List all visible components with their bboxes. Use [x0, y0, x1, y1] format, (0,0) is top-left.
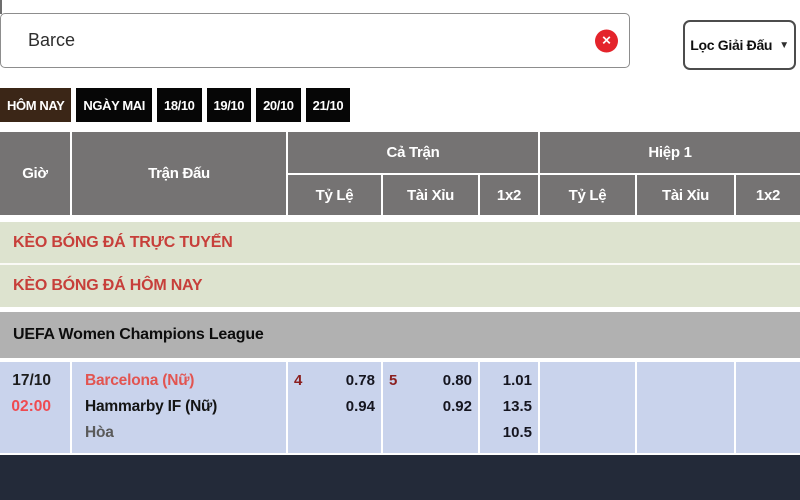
col-header-ft-1x2: 1x2 — [480, 175, 540, 215]
tab-today[interactable]: HÔM NAY — [0, 88, 72, 122]
date-tab-bar: HÔM NAY NGÀY MAI 18/10 19/10 20/10 21/10 — [0, 88, 800, 122]
ft-handicap-home-odds[interactable]: 0.78 — [345, 372, 375, 389]
col-header-first-half: Hiệp 1 — [540, 132, 800, 175]
match-time-cell: 17/10 02:00 — [0, 362, 72, 453]
ft-under-odds[interactable]: 0.92 — [442, 398, 472, 415]
section-link-label: KÈO BÓNG ĐÁ TRỰC TUYẾN — [13, 233, 233, 251]
ft-handicap-cell: 4 0.78 0.94 — [288, 362, 383, 453]
col-header-match: Trận Đấu — [72, 132, 288, 215]
col-header-h1-1x2: 1x2 — [755, 186, 781, 204]
h1-overunder-cell — [637, 362, 736, 453]
draw-label: Hòa — [85, 424, 114, 441]
match-teams-cell: Barcelona (Nữ) Hammarby IF (Nữ) Hòa — [72, 362, 288, 453]
col-header-h1-overunder: Tài Xỉu — [637, 175, 736, 215]
container-edge — [0, 0, 2, 14]
section-link-today-odds[interactable]: KÈO BÓNG ĐÁ HÔM NAY — [0, 265, 800, 307]
search-input[interactable] — [1, 14, 629, 67]
col-header-full-time: Cả Trận — [288, 132, 540, 175]
col-header-h1-handicap: Tỷ Lệ — [540, 175, 637, 215]
league-name: UEFA Women Champions League — [13, 326, 264, 343]
h1-1x2-cell — [736, 362, 800, 453]
tab-21-10[interactable]: 21/10 — [305, 88, 351, 122]
footer-bar — [0, 455, 800, 500]
circle-x-icon: ✕ — [601, 33, 612, 47]
ft-handicap-away-odds[interactable]: 0.94 — [345, 398, 375, 415]
home-team-name: Barcelona (Nữ) — [85, 372, 195, 389]
chevron-down-icon: ▼ — [779, 39, 789, 51]
clear-search-button[interactable]: ✕ — [595, 29, 618, 52]
league-filter-dropdown[interactable]: Lọc Giải Đấu ▼ — [683, 20, 796, 70]
section-link-label: KÈO BÓNG ĐÁ HÔM NAY — [13, 277, 203, 294]
tab-19-10[interactable]: 19/10 — [206, 88, 252, 122]
match-row: 17/10 02:00 Barcelona (Nữ) Hammarby IF (… — [0, 362, 800, 453]
ft-overunder-cell: 5 0.80 0.92 — [383, 362, 480, 453]
ft-1x2-cell: 1.01 13.5 10.5 — [480, 362, 540, 453]
tab-tomorrow[interactable]: NGÀY MAI — [76, 88, 152, 122]
ft-1x2-home-odds[interactable]: 1.01 — [502, 372, 532, 389]
search-toolbar: ✕ Lọc Giải Đấu ▼ — [0, 0, 800, 88]
league-header[interactable]: UEFA Women Champions League — [0, 312, 800, 358]
col-header-ft-handicap: Tỷ Lệ — [288, 175, 383, 215]
ft-handicap-line: 4 — [294, 372, 303, 389]
filter-label: Lọc Giải Đấu — [690, 37, 773, 53]
search-box: ✕ — [0, 13, 630, 68]
ft-1x2-away-odds[interactable]: 13.5 — [502, 398, 532, 415]
ft-ou-line: 5 — [389, 372, 398, 389]
h1-handicap-cell — [540, 362, 637, 453]
away-team-name: Hammarby IF (Nữ) — [85, 398, 218, 415]
match-date: 17/10 — [12, 372, 51, 389]
match-kickoff-time: 02:00 — [11, 398, 51, 415]
section-link-live-odds[interactable]: KÈO BÓNG ĐÁ TRỰC TUYẾN — [0, 222, 800, 265]
col-header-time: Giờ — [0, 132, 72, 215]
tab-20-10[interactable]: 20/10 — [256, 88, 301, 122]
ft-over-odds[interactable]: 0.80 — [442, 372, 472, 389]
col-header-ft-overunder: Tài Xỉu — [383, 175, 480, 215]
odds-table-header: Giờ Trận Đấu Cả Trận Hiệp 1 Tỷ Lệ Tài Xỉ… — [0, 132, 800, 215]
ft-1x2-draw-odds[interactable]: 10.5 — [502, 424, 532, 441]
tab-18-10[interactable]: 18/10 — [156, 88, 202, 122]
